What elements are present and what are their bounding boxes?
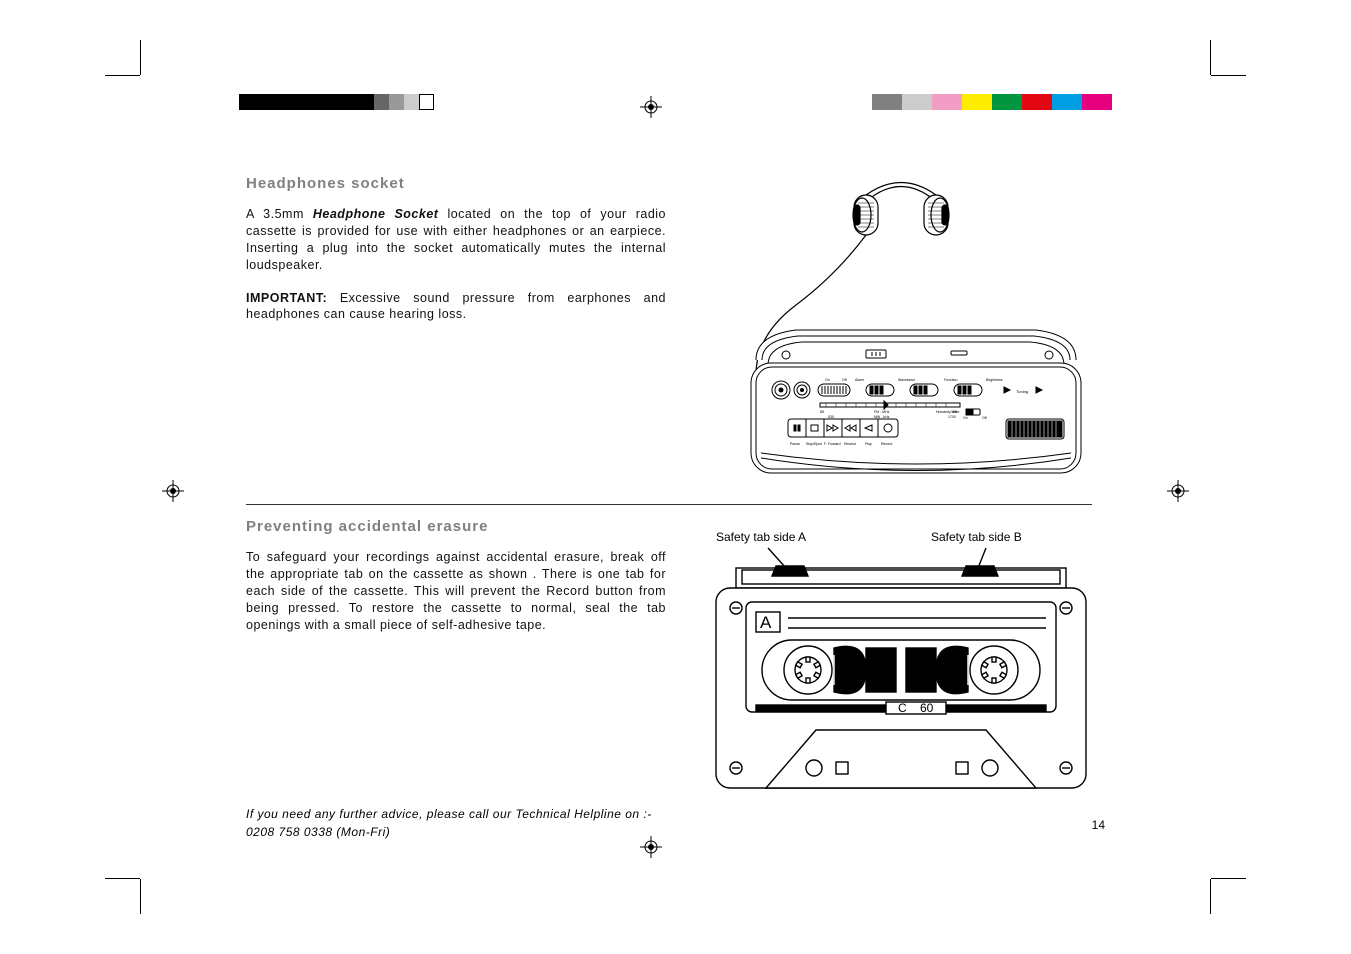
cassette-type-60: 60 [920, 701, 934, 715]
label-brightness: Brightness [986, 378, 1003, 382]
grayscale-bar [239, 94, 434, 110]
helpline-line2: 0208 758 0338 (Mon-Fri) [246, 825, 390, 839]
label-waveband: Waveband [898, 378, 915, 382]
text-headphone-socket-bold: Headphone Socket [313, 207, 439, 221]
paragraph-headphone-socket: A 3.5mm Headphone Socket located on the … [246, 206, 666, 274]
cassette-type-c: C [898, 701, 907, 715]
label-ff: F. Forward [824, 442, 841, 446]
heading-preventing-erasure: Preventing accidental erasure [246, 518, 666, 535]
text-important-label: IMPORTANT: [246, 291, 327, 305]
helpline-line1: If you need any further advice, please c… [246, 807, 652, 821]
label-pause: Pause [790, 442, 800, 446]
label-alarm: Alarm [855, 378, 864, 382]
heading-headphones-socket: Headphones socket [246, 175, 666, 192]
label-play: Play [865, 442, 872, 446]
label-tuning: Tuning [1016, 389, 1028, 394]
label-sleep: Humanity timer [936, 410, 960, 414]
label-sleep-off: Off [982, 416, 987, 420]
registration-target-left-icon [162, 480, 184, 502]
illustration-radio-headphones: On Off Alarm Waveband Function Brightnes… [726, 175, 1106, 500]
label-function: Function [944, 378, 957, 382]
label-off: Off [842, 378, 847, 382]
label-rew: Rewind [844, 442, 856, 446]
label-stop: Stop/Eject [806, 442, 822, 446]
label-safety-tab-b: Safety tab side B [931, 530, 1022, 544]
label-fm-low: 88 [820, 410, 824, 414]
registration-target-right-icon [1167, 480, 1189, 502]
label-safety-tab-a: Safety tab side A [716, 530, 806, 544]
label-rec: Record [881, 442, 892, 446]
registration-target-top-icon [640, 96, 662, 118]
paragraph-important: IMPORTANT: Excessive sound pressure from… [246, 290, 666, 324]
section-divider [246, 504, 1092, 505]
text-fragment: A 3.5mm [246, 207, 313, 221]
label-mw-high: 1700 [948, 415, 956, 419]
page-number: 14 [1092, 818, 1105, 832]
illustration-cassette: Safety tab side A Safety tab side B [706, 530, 1106, 805]
paragraph-preventing-erasure: To safeguard your recordings against acc… [246, 549, 666, 633]
helpline-text: If you need any further advice, please c… [246, 805, 666, 841]
label-mw-low: 530 [828, 415, 834, 419]
label-mw-band: MW - kHz [874, 415, 890, 419]
label-sleep-on: On [963, 416, 968, 420]
cassette-side-letter: A [760, 613, 772, 632]
label-on: On [825, 378, 830, 382]
label-fm-band: FM - MHz [874, 410, 890, 414]
color-bar [872, 94, 1112, 110]
